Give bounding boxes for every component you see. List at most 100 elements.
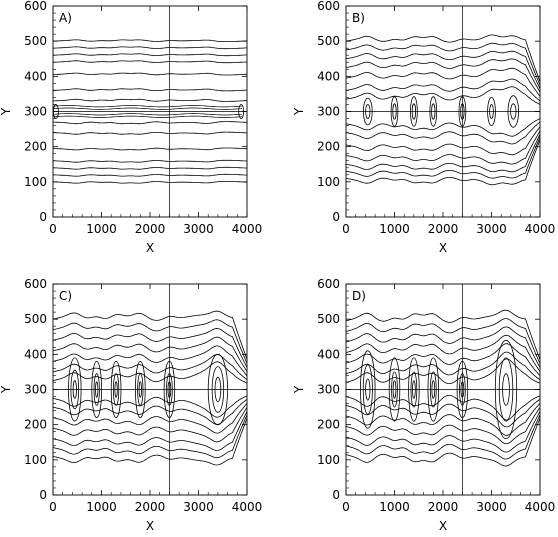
contour-line bbox=[346, 86, 540, 105]
y-axis-label: Y bbox=[0, 385, 13, 394]
contour-line bbox=[53, 53, 247, 57]
x-tick-label: 2000 bbox=[428, 222, 459, 236]
y-tick-label: 600 bbox=[317, 277, 340, 291]
x-tick-label: 1000 bbox=[379, 500, 410, 514]
contour-area bbox=[53, 39, 247, 184]
contour-line bbox=[53, 115, 242, 118]
contour-line bbox=[346, 121, 540, 145]
x-tick-label: 2000 bbox=[135, 500, 166, 514]
x-tick-label: 4000 bbox=[525, 500, 556, 514]
contour-line bbox=[346, 417, 540, 467]
y-tick-label: 0 bbox=[39, 488, 47, 502]
y-tick-label: 400 bbox=[317, 69, 340, 83]
contour-line bbox=[346, 50, 540, 89]
contour-line bbox=[346, 58, 540, 93]
x-axis-label: X bbox=[439, 241, 447, 255]
contour-line bbox=[53, 361, 247, 384]
contour-line bbox=[53, 107, 242, 110]
y-tick-label: 300 bbox=[317, 383, 340, 397]
contour-line bbox=[53, 403, 247, 434]
y-tick-label: 200 bbox=[24, 140, 47, 154]
y-tick-label: 600 bbox=[24, 0, 47, 13]
contour-area bbox=[53, 310, 247, 466]
y-tick-label: 300 bbox=[24, 383, 47, 397]
contour-line bbox=[53, 166, 247, 170]
panel-label: A) bbox=[59, 11, 72, 25]
contour-line bbox=[346, 42, 540, 86]
x-tick-label: 3000 bbox=[476, 500, 507, 514]
contour-line bbox=[53, 147, 247, 151]
contour-line bbox=[53, 39, 247, 42]
contour-line bbox=[346, 318, 540, 364]
y-tick-label: 100 bbox=[24, 175, 47, 189]
x-tick-label: 4000 bbox=[232, 500, 263, 514]
x-axis-label: X bbox=[146, 241, 154, 255]
contour-line bbox=[53, 60, 247, 64]
contour-line bbox=[53, 72, 247, 76]
y-tick-label: 0 bbox=[332, 210, 340, 224]
contour-line bbox=[346, 67, 540, 97]
x-tick-label: 3000 bbox=[183, 222, 214, 236]
contour-line bbox=[346, 414, 540, 460]
contour-line bbox=[346, 139, 540, 186]
y-tick-label: 300 bbox=[24, 105, 47, 119]
contour-line bbox=[346, 398, 540, 428]
contour-line bbox=[53, 328, 247, 368]
contour-line bbox=[53, 121, 247, 125]
contour-line bbox=[53, 46, 247, 50]
x-tick-label: 1000 bbox=[86, 222, 117, 236]
y-axis-label: Y bbox=[0, 107, 13, 116]
y-tick-label: 200 bbox=[24, 418, 47, 432]
contour-line bbox=[346, 343, 540, 377]
x-tick-label: 2000 bbox=[135, 222, 166, 236]
x-tick-label: 0 bbox=[49, 222, 57, 236]
y-tick-label: 600 bbox=[24, 277, 47, 291]
contour-line bbox=[53, 173, 247, 177]
y-tick-label: 400 bbox=[317, 347, 340, 361]
y-tick-label: 500 bbox=[24, 34, 47, 48]
y-tick-label: 500 bbox=[317, 312, 340, 326]
y-tick-label: 100 bbox=[317, 175, 340, 189]
contour-line bbox=[346, 136, 540, 179]
contour-line bbox=[53, 407, 247, 443]
panel-2: 0 1000 2000 3000 4000 0 100 200 300 400 500 600 X Y B) bbox=[292, 0, 555, 255]
contour-line bbox=[53, 98, 247, 102]
contour-line bbox=[346, 334, 540, 372]
contour-line bbox=[53, 398, 247, 425]
contour-area bbox=[346, 309, 540, 467]
x-tick-label: 0 bbox=[342, 222, 350, 236]
contour-line bbox=[346, 407, 540, 445]
x-axis-label: X bbox=[146, 519, 154, 533]
contour-line bbox=[346, 118, 540, 137]
contour-line bbox=[346, 351, 540, 381]
x-tick-label: 3000 bbox=[476, 222, 507, 236]
y-tick-label: 500 bbox=[24, 312, 47, 326]
x-axis-label: X bbox=[439, 519, 447, 533]
x-tick-label: 1000 bbox=[379, 222, 410, 236]
y-tick-label: 0 bbox=[39, 210, 47, 224]
y-tick-label: 400 bbox=[24, 69, 47, 83]
y-tick-label: 200 bbox=[317, 418, 340, 432]
x-tick-label: 0 bbox=[49, 500, 57, 514]
contour-line bbox=[346, 126, 540, 156]
x-tick-label: 2000 bbox=[428, 500, 459, 514]
y-tick-label: 600 bbox=[317, 0, 340, 13]
contour-line bbox=[346, 34, 540, 83]
y-tick-label: 100 bbox=[317, 453, 340, 467]
y-tick-label: 300 bbox=[317, 105, 340, 119]
y-tick-label: 200 bbox=[317, 140, 340, 154]
contour-line bbox=[346, 326, 540, 368]
panel-label: B) bbox=[352, 11, 365, 25]
x-tick-label: 3000 bbox=[183, 500, 214, 514]
contour-line bbox=[53, 105, 242, 108]
y-tick-label: 500 bbox=[317, 34, 340, 48]
panel-label: C) bbox=[59, 289, 72, 303]
contour-line bbox=[53, 131, 247, 135]
contour-line bbox=[346, 78, 540, 102]
contour-line bbox=[53, 418, 247, 466]
contour-line bbox=[346, 130, 540, 165]
contour-line bbox=[346, 134, 540, 173]
y-axis-label: Y bbox=[292, 107, 306, 116]
